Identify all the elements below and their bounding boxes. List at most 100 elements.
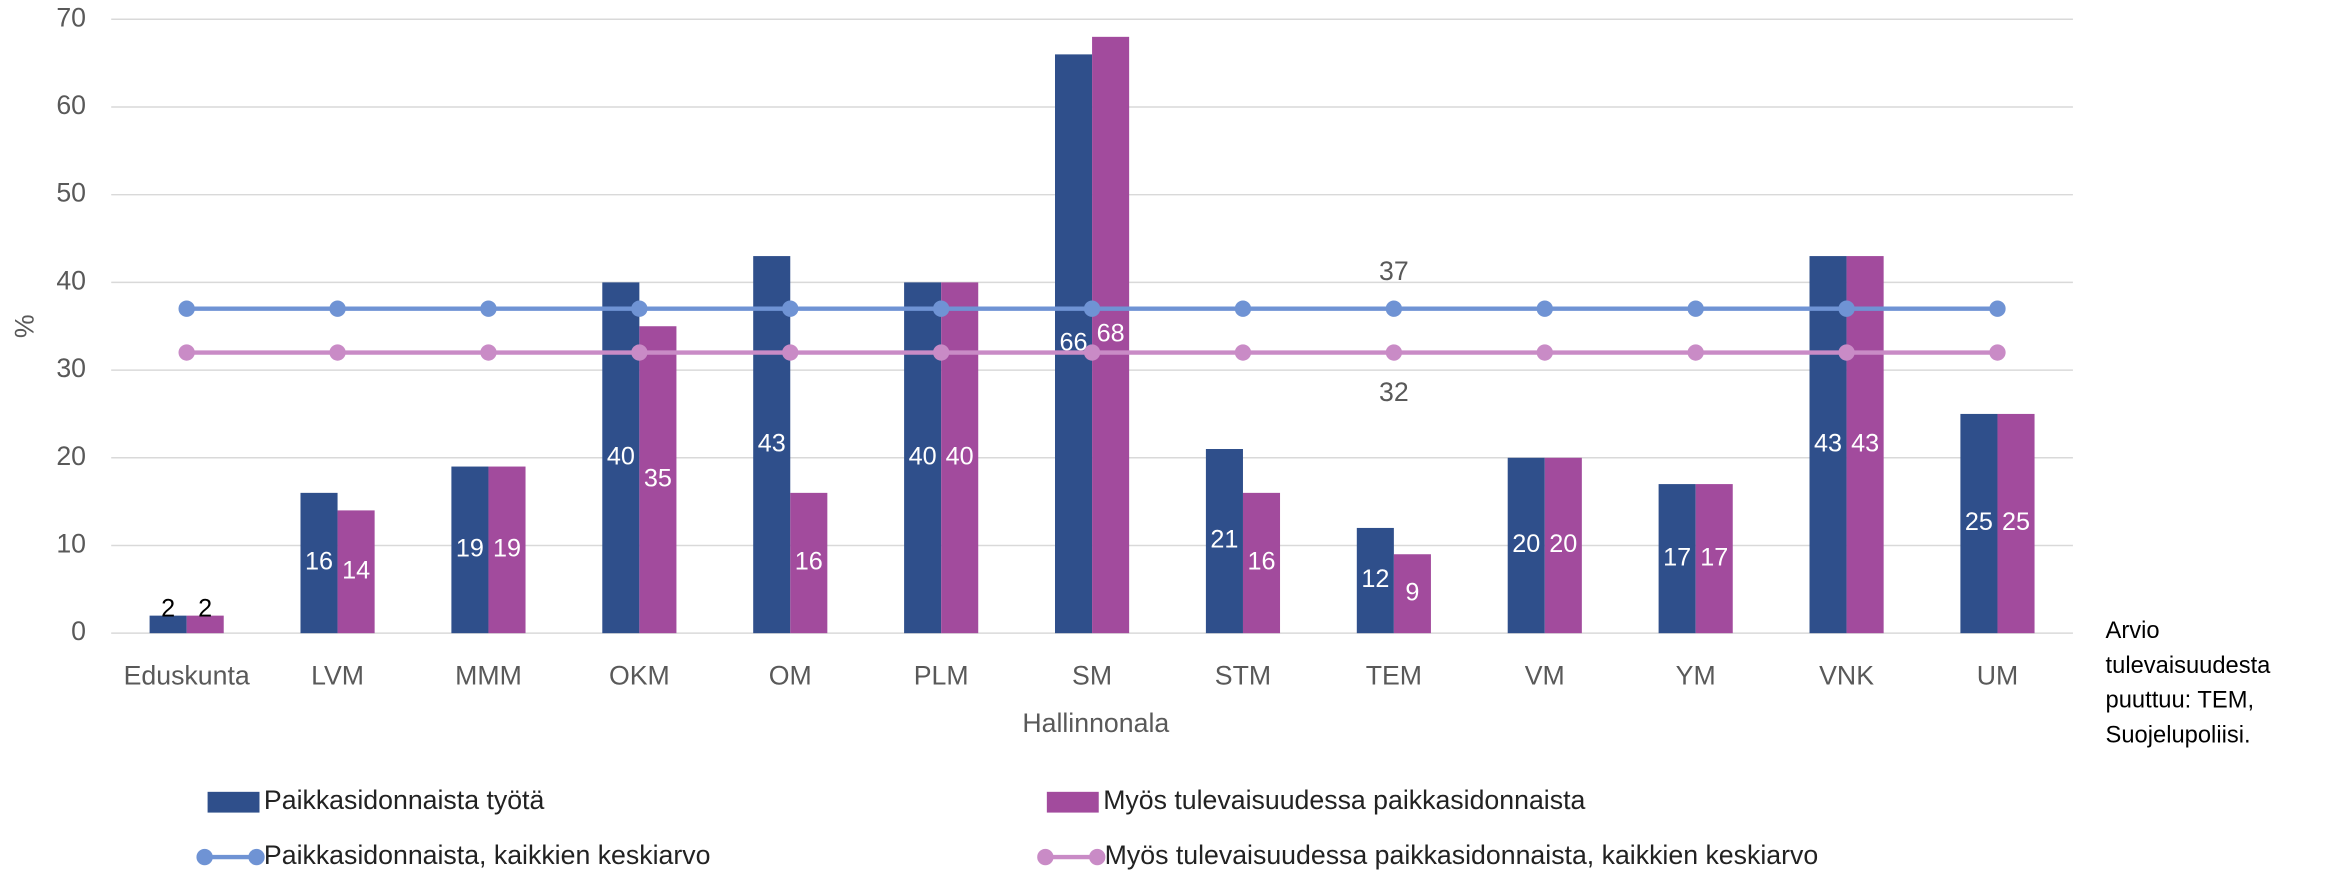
x-tick-label: OKM [609, 661, 670, 691]
bar [149, 615, 187, 634]
line-marker [1385, 344, 1403, 361]
line-value-label: 37 [1379, 256, 1409, 286]
line-value-label: 32 [1379, 377, 1409, 407]
line-marker [631, 344, 648, 361]
legend-swatch [1046, 791, 1099, 813]
bar [1544, 457, 1582, 634]
line-marker [1083, 344, 1101, 361]
bar-value-label: 16 [1247, 548, 1275, 576]
legend-label: Paikkasidonnaista työtä [264, 785, 545, 815]
bar [1092, 36, 1130, 634]
y-tick-label: 50 [56, 178, 86, 208]
bar-value-label: 40 [607, 442, 635, 470]
line-marker [178, 344, 195, 361]
bar-value-label: 43 [758, 429, 786, 457]
bar-value-label: 40 [909, 442, 937, 470]
bar-value-label: 19 [493, 535, 521, 563]
bar [1356, 527, 1394, 634]
y-tick-label: 20 [56, 441, 86, 471]
bar-value-label: 16 [795, 548, 823, 576]
line-marker [1234, 300, 1252, 317]
line-marker [1385, 300, 1403, 317]
x-tick-label: PLM [914, 661, 969, 691]
line-marker [631, 300, 648, 317]
line-marker [329, 344, 346, 361]
bar-value-label: 43 [1851, 429, 1879, 457]
x-tick-label: MMM [455, 661, 522, 691]
y-tick-label: 30 [56, 353, 86, 383]
legend-label: Myös tulevaisuudessa paikkasidonnaista, … [1105, 840, 1819, 870]
bar-value-label: 2 [161, 594, 175, 622]
bar [1997, 413, 2035, 634]
bar [904, 282, 942, 634]
bar [941, 282, 979, 634]
bar [753, 256, 791, 634]
line-marker [1083, 300, 1101, 317]
bar-value-label: 20 [1512, 530, 1540, 558]
line-marker [782, 300, 799, 317]
x-tick-label: Eduskunta [124, 661, 250, 691]
bar [790, 492, 828, 634]
line-marker [782, 344, 799, 361]
note: Suojelupoliisi. [2106, 722, 2251, 748]
x-tick-label: OM [769, 661, 812, 691]
line-marker [1838, 344, 1855, 361]
bar-value-label: 19 [456, 535, 484, 563]
line-marker [178, 300, 195, 317]
x-tick-label: SM [1072, 661, 1112, 691]
y-tick-label: 10 [56, 529, 86, 559]
x-tick-label: STM [1215, 661, 1271, 691]
bar [1054, 54, 1093, 634]
legend-marker [248, 848, 265, 866]
x-tick-label: LVM [311, 661, 364, 691]
bar-value-label: 40 [946, 442, 974, 470]
line-marker [1989, 344, 2006, 361]
bar [1809, 256, 1847, 634]
bar [186, 615, 224, 634]
legend-swatch [207, 791, 260, 813]
line-marker [1687, 344, 1704, 361]
bar-value-label: 17 [1700, 543, 1728, 571]
line-marker [329, 300, 346, 317]
y-tick-label: 70 [56, 2, 86, 32]
y-tick-label: 0 [71, 616, 86, 646]
bar-value-label: 14 [342, 556, 370, 584]
bar [1846, 256, 1884, 634]
x-tick-label: TEM [1366, 661, 1422, 691]
line-marker [480, 300, 497, 317]
bar-value-label: 35 [644, 464, 672, 492]
bar-value-label: 2 [198, 594, 212, 622]
bar-value-label: 25 [1965, 508, 1993, 536]
x-tick-label: VNK [1819, 661, 1874, 691]
bar-value-label: 21 [1210, 526, 1238, 554]
bar [488, 466, 526, 634]
bar [1695, 484, 1733, 634]
bar-value-label: 12 [1361, 565, 1389, 593]
bar-value-label: 25 [2002, 508, 2030, 536]
legend-marker [1037, 848, 1054, 866]
line-marker [933, 300, 950, 317]
bar [337, 510, 375, 634]
line-marker [1536, 344, 1553, 361]
bar-value-label: 68 [1097, 320, 1125, 348]
bar [1960, 413, 1998, 634]
line-marker [1687, 300, 1704, 317]
bar [1507, 457, 1545, 634]
note: puuttuu: TEM, [2106, 688, 2255, 714]
line-marker [933, 344, 950, 361]
bar [1242, 492, 1281, 634]
y-tick-label: 60 [56, 90, 86, 120]
line-marker [1838, 300, 1855, 317]
bar [602, 282, 640, 634]
bar [639, 326, 677, 634]
bar [1658, 484, 1696, 634]
bar-value-label: 17 [1663, 543, 1691, 571]
line-marker [1536, 300, 1553, 317]
x-axis-title: Hallinnonala [1022, 708, 1169, 738]
bar [451, 466, 489, 634]
line-marker [1234, 344, 1252, 361]
legend-label: Myös tulevaisuudessa paikkasidonnaista [1103, 785, 1585, 815]
y-tick-label: 40 [56, 265, 86, 295]
bar [1393, 554, 1431, 634]
